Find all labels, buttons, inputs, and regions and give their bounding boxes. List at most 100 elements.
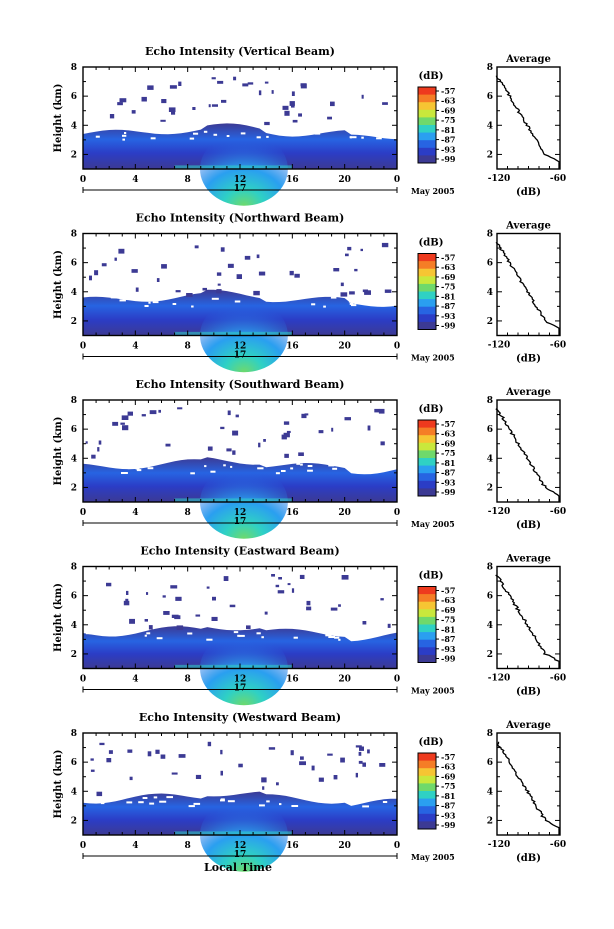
echo-gap <box>328 636 336 638</box>
scattered-echo <box>283 421 290 425</box>
avg-x-tick-label: -120 <box>488 507 511 517</box>
echo-gap <box>234 300 241 303</box>
colorbar-swatch <box>418 102 436 111</box>
colorbar-swatch <box>418 783 436 792</box>
echo-gap <box>307 465 313 467</box>
x-tick-label: 20 <box>338 841 351 851</box>
avg-x-tick-label: -120 <box>488 840 511 850</box>
y-tick-label: 4 <box>71 121 77 131</box>
echo-gap <box>188 805 195 808</box>
echo-gap <box>291 805 299 807</box>
scattered-echo <box>379 763 386 767</box>
echo-gap <box>233 631 239 634</box>
colorbar-tick-label: -81 <box>441 125 455 135</box>
colorbar-swatch <box>418 253 436 262</box>
scattered-echo <box>261 777 267 783</box>
scattered-echo <box>96 791 103 797</box>
scattered-echo <box>208 104 211 108</box>
panel-4: Echo Intensity (Eastward Beam) 0 4 8 12 16 20 0… <box>53 545 566 706</box>
avg-y-tick-label: 6 <box>487 92 493 102</box>
scattered-echo <box>277 590 285 594</box>
echo-gap <box>338 638 341 641</box>
echo-gap <box>259 804 265 807</box>
scattered-echo <box>236 274 242 279</box>
colorbar-swatch <box>418 94 436 103</box>
echo-gap <box>149 802 155 805</box>
y-axis-label: Height (km) <box>53 583 64 652</box>
echo-gap <box>373 632 378 635</box>
avg-y-tick-label: 4 <box>487 121 493 131</box>
scattered-echo <box>271 90 274 94</box>
scattered-echo <box>327 753 333 756</box>
date-day: 17 <box>234 684 247 694</box>
scattered-echo <box>112 421 119 426</box>
avg-title: Average <box>505 221 551 232</box>
scattered-echo <box>253 290 260 296</box>
scattered-echo <box>271 574 275 577</box>
colorbar-tick-label: -57 <box>441 86 455 96</box>
scattered-echo <box>304 413 309 416</box>
echo-gap <box>350 802 354 805</box>
scattered-echo <box>206 586 210 589</box>
echo-gap <box>147 467 154 470</box>
echo-gap <box>150 137 156 140</box>
echo-gap <box>293 636 298 639</box>
scattered-echo <box>161 264 167 269</box>
scattered-echo <box>318 430 324 434</box>
y-tick-label: 4 <box>71 288 77 298</box>
colorbar-tick-label: -57 <box>441 586 455 596</box>
y-tick-label: 8 <box>71 563 77 573</box>
y-axis-label: Height (km) <box>53 250 64 319</box>
echo-gap <box>190 472 195 475</box>
scattered-echo <box>127 749 133 753</box>
panel-title: Echo Intensity (Southward Beam) <box>136 378 345 391</box>
panel-title: Echo Intensity (Northward Beam) <box>136 212 345 225</box>
y-tick-label: 2 <box>71 816 77 826</box>
avg-x-label: (dB) <box>516 853 541 864</box>
echo-gap <box>206 638 213 641</box>
echo-gap <box>193 132 199 135</box>
echo-gap <box>330 296 337 299</box>
scattered-echo <box>294 273 300 278</box>
scattered-echo <box>90 769 95 772</box>
scattered-echo <box>284 453 289 458</box>
avg-y-tick-label: 6 <box>487 259 493 269</box>
colorbar-swatch <box>418 639 436 648</box>
scattered-echo <box>131 269 138 273</box>
colorbar-swatch <box>418 586 436 595</box>
scattered-echo <box>178 754 186 758</box>
colorbar-swatch <box>418 140 436 149</box>
scattered-echo <box>227 410 231 416</box>
scattered-echo <box>216 272 222 276</box>
y-tick-label: 8 <box>71 63 77 73</box>
echo-gap <box>328 464 335 467</box>
scattered-echo <box>202 287 207 291</box>
x-tick-label: 12 <box>234 841 247 851</box>
x-tick-label: 16 <box>286 342 299 352</box>
scattered-echo <box>162 595 166 598</box>
colorbar-swatch <box>418 813 436 822</box>
scattered-echo <box>367 749 370 754</box>
scattered-echo <box>263 439 266 442</box>
avg-title: Average <box>505 554 551 565</box>
colorbar-tick-label: -81 <box>441 791 455 801</box>
scattered-echo <box>216 289 222 293</box>
scattered-echo <box>223 576 229 581</box>
colorbar-swatch <box>418 268 436 277</box>
x-tick-label: 4 <box>132 342 138 352</box>
scattered-echo <box>268 747 276 750</box>
surface-echo <box>174 831 293 835</box>
avg-x-tick-label: -60 <box>550 341 566 351</box>
scattered-echo <box>101 263 107 267</box>
avg-y-tick-label: 2 <box>487 483 493 493</box>
x-tick-label: 0 <box>394 508 400 518</box>
echo-gap <box>261 636 264 639</box>
scattered-echo <box>171 614 179 618</box>
surface-echo <box>174 331 293 336</box>
echo-gap <box>187 632 193 635</box>
colorbar-swatch <box>418 155 436 164</box>
x-tick-label: 8 <box>185 342 191 352</box>
echo-gap <box>256 632 261 635</box>
colorbar-tick-label: -69 <box>441 105 456 115</box>
colorbar-swatch <box>418 488 436 497</box>
